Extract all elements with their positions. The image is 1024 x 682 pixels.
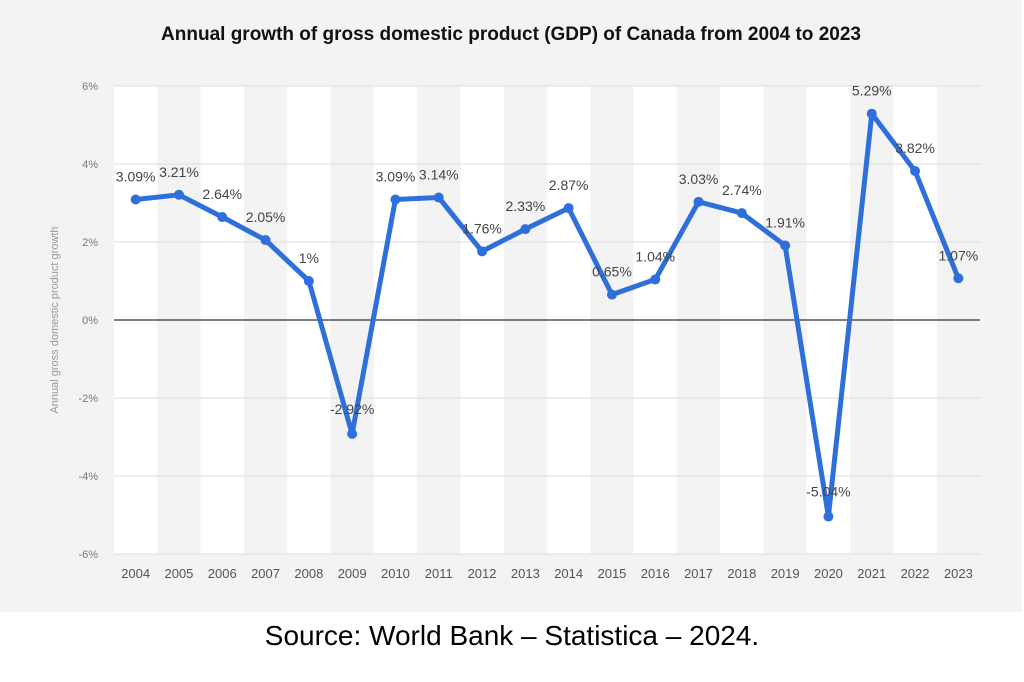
x-tick-label: 2005 — [164, 566, 193, 581]
data-point — [390, 194, 401, 205]
x-tick-label: 2018 — [727, 566, 756, 581]
data-point — [303, 276, 314, 286]
data-point — [693, 196, 704, 207]
x-tick-label: 2009 — [338, 566, 367, 581]
data-point — [866, 108, 877, 119]
data-label: 3.09% — [376, 168, 416, 184]
data-label: 3.14% — [419, 167, 459, 183]
series-line — [133, 111, 961, 520]
data-point — [953, 273, 964, 284]
data-label: 3.21% — [159, 164, 199, 180]
x-tick-label: 2021 — [857, 566, 886, 581]
x-tick-label: 2004 — [121, 566, 150, 581]
x-tick-label: 2016 — [641, 566, 670, 581]
data-point — [650, 274, 661, 285]
data-label: 1.07% — [938, 247, 978, 263]
x-axis-ticks: 2004 2005 2006 2007 2008 2009 2010 2011 2012 2013… — [121, 566, 973, 581]
data-point — [260, 235, 271, 246]
source-caption: Source: World Bank – Statistica – 2024. — [264, 620, 760, 651]
x-tick-label: 2020 — [814, 566, 843, 581]
x-tick-label: 2012 — [468, 566, 497, 581]
y-axis-ticks: 6% 4% 2% 0% -2% -4% -6% — [78, 81, 98, 561]
data-point — [433, 192, 444, 203]
data-label: 3.82% — [895, 140, 935, 156]
data-label: 1.76% — [462, 220, 502, 236]
gridlines — [114, 85, 980, 555]
data-labels: 3.09% 3.21%2.64%2.05%1%-2.92%3.09% 3.14%1.… — [116, 83, 978, 500]
data-label: 0.65% — [592, 264, 632, 280]
data-point — [736, 208, 747, 219]
x-tick-label: 2022 — [901, 566, 930, 581]
data-label: 2.74% — [722, 182, 762, 198]
y-tick-label: -6% — [78, 549, 98, 561]
x-tick-label: 2007 — [251, 566, 280, 581]
data-label: 2.64% — [202, 186, 242, 202]
data-label: 3.03% — [679, 171, 719, 187]
x-tick-label: 2019 — [771, 566, 800, 581]
x-tick-label: 2011 — [425, 566, 453, 581]
data-label: 5.29% — [852, 83, 892, 99]
y-tick-label: 6% — [82, 81, 98, 93]
y-tick-label: 4% — [82, 159, 98, 171]
data-label: 2.87% — [549, 177, 589, 193]
data-point — [910, 166, 921, 177]
y-axis-label: Annual gross domestic product growth — [49, 226, 61, 413]
data-point — [520, 224, 531, 235]
x-tick-label: 2015 — [597, 566, 626, 581]
data-label: -5.04% — [806, 484, 850, 500]
chart-title: Annual growth of gross domestic product … — [161, 24, 861, 45]
y-tick-label: -2% — [78, 393, 98, 405]
x-tick-label: 2017 — [684, 566, 713, 581]
data-point — [173, 189, 184, 200]
data-label: 2.33% — [505, 198, 545, 214]
data-point — [780, 240, 791, 251]
x-tick-label: 2023 — [944, 566, 973, 581]
data-point — [606, 289, 617, 300]
line-chart: 6%4%2%0%-2%-4%-6% 2004 2005 2006 2007 2008 20… — [49, 81, 980, 581]
data-label: 3.09% — [116, 168, 156, 184]
data-point — [347, 428, 358, 439]
series-line-group — [133, 111, 961, 520]
data-point — [130, 194, 141, 205]
y-tick-label: 0% — [82, 315, 98, 327]
data-label: 1.04% — [635, 248, 675, 264]
data-label: 2.05% — [246, 209, 286, 225]
y-tick-label: -4% — [78, 471, 98, 483]
x-tick-label: 2013 — [511, 566, 540, 581]
data-label: 1% — [299, 250, 319, 266]
data-point — [823, 511, 834, 522]
x-tick-label: 2008 — [294, 566, 323, 581]
data-label: 1.91% — [765, 215, 805, 231]
y-axis-label-group: Annual gross domestic product growth — [49, 226, 61, 413]
x-tick-label: 2010 — [381, 566, 410, 581]
y-tick-label: 2% — [82, 237, 98, 249]
data-label: -2.92% — [330, 401, 374, 417]
x-tick-label: 2014 — [554, 566, 583, 581]
data-point — [217, 212, 228, 223]
chart-panel: Annual growth of gross domestic product … — [0, 0, 1022, 612]
x-tick-label: 2006 — [208, 566, 237, 581]
data-points — [130, 108, 964, 522]
data-point — [563, 203, 574, 214]
data-point — [477, 246, 488, 257]
